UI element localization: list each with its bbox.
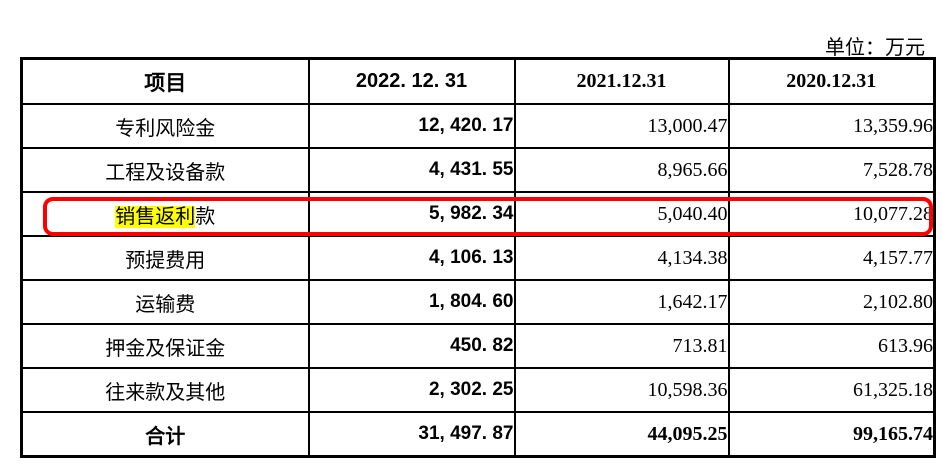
- value-2020: 7,528.78: [727, 147, 936, 193]
- table-row-patent-risk-fund: 专利风险金 12, 420. 17 13,000.47 13,359.96: [20, 103, 936, 149]
- value-2022: 5, 982. 34: [307, 191, 516, 237]
- row-label: 工程及设备款: [20, 147, 310, 193]
- value-2020: 4,157.77: [727, 235, 936, 281]
- value-2021: 1,642.17: [513, 279, 730, 325]
- value-2022: 4, 106. 13: [307, 235, 516, 281]
- row-label: 押金及保证金: [20, 323, 310, 369]
- header-cell-2022: 2022. 12. 31: [307, 57, 516, 105]
- value-2021: 13,000.47: [513, 103, 730, 149]
- row-label: 销售返利款: [20, 191, 310, 237]
- row-label: 预提费用: [20, 235, 310, 281]
- value-2021: 5,040.40: [513, 191, 730, 237]
- table-row-accrued-expenses: 预提费用 4, 106. 13 4,134.38 4,157.77: [20, 235, 936, 281]
- header-cell-item: 项目: [20, 57, 310, 105]
- table-row-engineering-equipment: 工程及设备款 4, 431. 55 8,965.66 7,528.78: [20, 147, 936, 193]
- value-2021: 713.81: [513, 323, 730, 369]
- row-label: 专利风险金: [20, 103, 310, 149]
- highlight-annotation: 销售返利: [115, 205, 196, 228]
- row-label: 运输费: [20, 279, 310, 325]
- value-2020: 10,077.28: [727, 191, 936, 237]
- table-row-deposits-guarantees: 押金及保证金 450. 82 713.81 613.96: [20, 323, 936, 369]
- value-2022: 450. 82: [307, 323, 516, 369]
- table-row-transport-fee: 运输费 1, 804. 60 1,642.17 2,102.80: [20, 279, 936, 325]
- header-cell-2021: 2021.12.31: [513, 57, 730, 105]
- value-2022: 12, 420. 17: [307, 103, 516, 149]
- row-label: 往来款及其他: [20, 367, 310, 413]
- value-2020: 99,165.74: [727, 411, 936, 458]
- value-2022: 31, 497. 87: [307, 411, 516, 458]
- row-label: 合计: [20, 411, 310, 458]
- value-2022: 1, 804. 60: [307, 279, 516, 325]
- value-2021: 4,134.38: [513, 235, 730, 281]
- table-row-sales-rebate: 销售返利款 5, 982. 34 5,040.40 10,077.28: [20, 191, 936, 237]
- value-2020: 2,102.80: [727, 279, 936, 325]
- table-header-row: 项目 2022. 12. 31 2021.12.31 2020.12.31: [20, 57, 936, 105]
- value-2021: 10,598.36: [513, 367, 730, 413]
- row-label-rest: 款: [195, 205, 216, 228]
- value-2020: 613.96: [727, 323, 936, 369]
- value-2022: 2, 302. 25: [307, 367, 516, 413]
- unit-label: 单位：万元: [825, 37, 925, 59]
- value-2021: 44,095.25: [513, 411, 730, 458]
- financial-table: 项目 2022. 12. 31 2021.12.31 2020.12.31 专利…: [20, 57, 936, 458]
- value-2022: 4, 431. 55: [307, 147, 516, 193]
- header-cell-2020: 2020.12.31: [727, 57, 936, 105]
- table-row-total: 合计 31, 497. 87 44,095.25 99,165.74: [20, 411, 936, 458]
- value-2020: 13,359.96: [727, 103, 936, 149]
- value-2021: 8,965.66: [513, 147, 730, 193]
- table-row-current-accounts-other: 往来款及其他 2, 302. 25 10,598.36 61,325.18: [20, 367, 936, 413]
- value-2020: 61,325.18: [727, 367, 936, 413]
